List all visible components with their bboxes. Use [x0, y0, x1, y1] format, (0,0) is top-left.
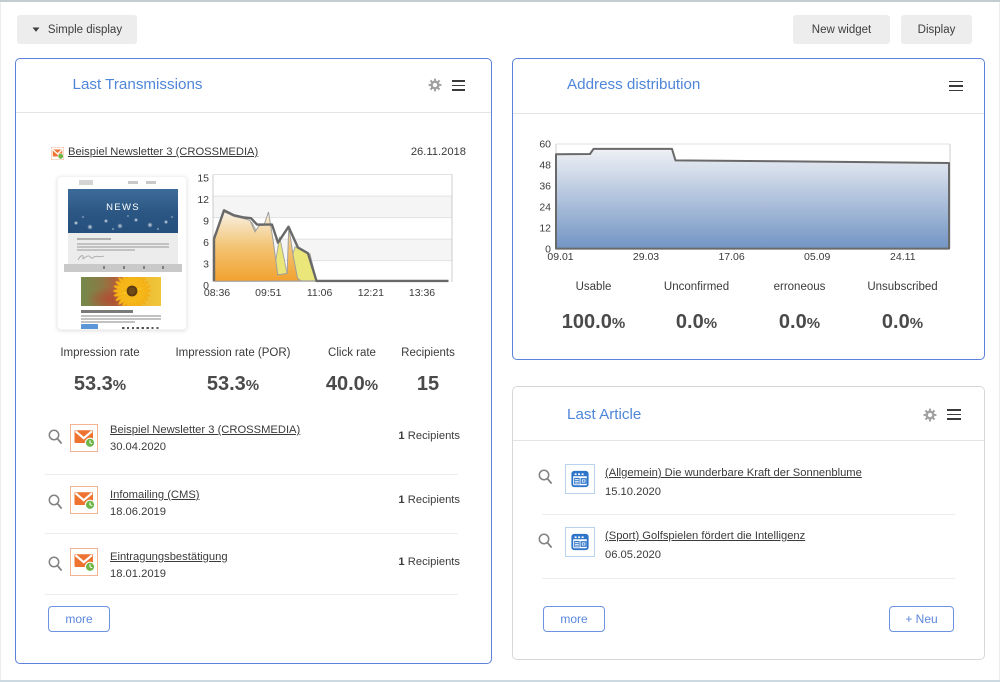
- svg-text:13:36: 13:36: [409, 287, 435, 299]
- svg-text:36: 36: [539, 181, 551, 193]
- svg-text:11:06: 11:06: [307, 287, 333, 299]
- svg-text:05.09: 05.09: [804, 251, 830, 263]
- svg-text:08:36: 08:36: [204, 287, 230, 299]
- svg-text:09.01: 09.01: [547, 251, 573, 263]
- svg-text:09:51: 09:51: [255, 287, 281, 299]
- svg-text:3: 3: [203, 258, 209, 270]
- svg-text:15: 15: [197, 172, 209, 184]
- svg-text:12: 12: [539, 222, 551, 234]
- svg-text:24.11: 24.11: [890, 251, 916, 263]
- svg-text:60: 60: [539, 139, 551, 151]
- svg-text:0: 0: [203, 280, 209, 292]
- svg-text:24: 24: [539, 202, 551, 214]
- svg-text:6: 6: [203, 237, 209, 249]
- svg-text:17.06: 17.06: [718, 251, 744, 263]
- svg-text:12:21: 12:21: [358, 287, 384, 299]
- svg-text:29.03: 29.03: [633, 251, 659, 263]
- svg-text:48: 48: [539, 160, 551, 172]
- svg-text:12: 12: [197, 194, 209, 206]
- svg-text:9: 9: [203, 215, 209, 227]
- svg-text:0: 0: [545, 243, 551, 255]
